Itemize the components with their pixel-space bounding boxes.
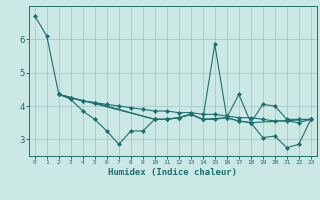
X-axis label: Humidex (Indice chaleur): Humidex (Indice chaleur) (108, 168, 237, 177)
